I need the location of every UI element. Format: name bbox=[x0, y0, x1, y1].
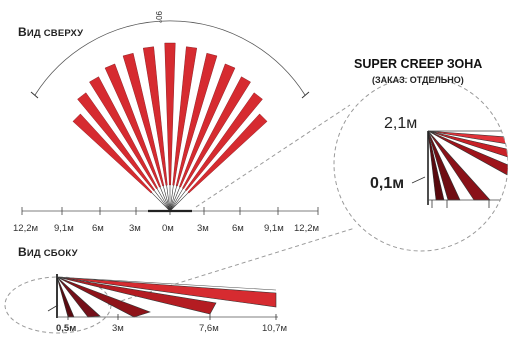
side-beam-4 bbox=[56, 276, 101, 318]
side-top-line bbox=[56, 276, 277, 291]
top-beam bbox=[175, 52, 218, 187]
arc-end-right bbox=[301, 91, 310, 99]
top-tick-7: 9,1м bbox=[264, 223, 284, 234]
top-beam-root bbox=[169, 188, 184, 212]
top-beam-root bbox=[163, 185, 171, 212]
top-view-title: Вид сверху bbox=[18, 26, 83, 39]
top-tick-4: 0м bbox=[162, 223, 174, 234]
pointer-arrow bbox=[411, 176, 426, 184]
top-beam bbox=[89, 76, 158, 190]
top-tick-0: 12,2м bbox=[13, 223, 39, 234]
creep-zone-magnifier bbox=[333, 76, 508, 252]
top-tick-1: 9,1м bbox=[54, 223, 74, 234]
side-beam-1 bbox=[56, 276, 277, 308]
top-beam bbox=[182, 76, 251, 190]
angle-label: 90° bbox=[154, 11, 163, 24]
creep-zone-title: SUPER CREEP ЗОНА bbox=[354, 57, 483, 71]
top-beam bbox=[185, 92, 263, 192]
top-tick-8: 12,2м bbox=[294, 223, 320, 234]
top-tick-6: 6м bbox=[232, 223, 244, 234]
top-view-beams bbox=[72, 42, 268, 212]
creep-height-bottom: 0,1м bbox=[370, 175, 405, 192]
side-tick-label-3: 10,7м bbox=[262, 323, 288, 334]
top-beam-root bbox=[169, 186, 181, 212]
side-pointer bbox=[47, 304, 59, 312]
top-beam bbox=[179, 63, 236, 188]
top-beam-root bbox=[156, 188, 171, 212]
top-beam bbox=[122, 52, 165, 187]
top-view-title-rest: ид сверху bbox=[26, 28, 84, 39]
side-view-title-cap: В bbox=[18, 245, 27, 259]
top-beam-root bbox=[169, 192, 189, 212]
top-tick-3: 3м bbox=[129, 223, 141, 234]
side-tick-label-1: 3м bbox=[112, 323, 124, 334]
top-beam-root bbox=[169, 185, 174, 212]
top-beam-root bbox=[159, 186, 171, 212]
side-beam-3 bbox=[56, 276, 151, 318]
creep-height-top: 2,1м bbox=[384, 115, 418, 132]
top-beam bbox=[72, 113, 153, 194]
creep-zone-beams bbox=[427, 130, 508, 208]
top-beam bbox=[104, 63, 161, 188]
top-tick-2: 6м bbox=[92, 223, 104, 234]
top-beam-root bbox=[169, 190, 187, 212]
side-tick-label-2: 7,6м bbox=[199, 323, 219, 334]
side-beam-2 bbox=[56, 276, 217, 315]
top-beam bbox=[77, 92, 155, 192]
side-view-title-rest: ид сбоку bbox=[26, 248, 78, 259]
coverage-arc bbox=[34, 20, 306, 96]
connector-dashed-top bbox=[195, 104, 351, 208]
top-beam-root bbox=[153, 190, 171, 212]
top-beam-root bbox=[169, 185, 177, 212]
arc-end-left bbox=[30, 91, 39, 99]
top-tick-5: 3м bbox=[197, 223, 209, 234]
top-beam-root bbox=[151, 192, 171, 212]
side-tick-0: 0,5м bbox=[56, 323, 77, 334]
top-view-title-cap: В bbox=[18, 25, 27, 39]
side-view-title: Вид сбоку bbox=[18, 246, 78, 259]
top-view-diagram bbox=[21, 20, 319, 215]
side-view-diagram bbox=[4, 274, 278, 334]
creep-zone-subtitle: (ЗАКАЗ. ОТДЕЛЬНО) bbox=[372, 75, 464, 85]
angle-label-text: 90° bbox=[154, 11, 163, 24]
top-beam-root bbox=[166, 185, 171, 212]
magnifier-dashed-outline bbox=[333, 76, 508, 252]
top-beam bbox=[164, 42, 176, 186]
top-beam bbox=[172, 46, 198, 186]
top-beam bbox=[187, 113, 268, 194]
